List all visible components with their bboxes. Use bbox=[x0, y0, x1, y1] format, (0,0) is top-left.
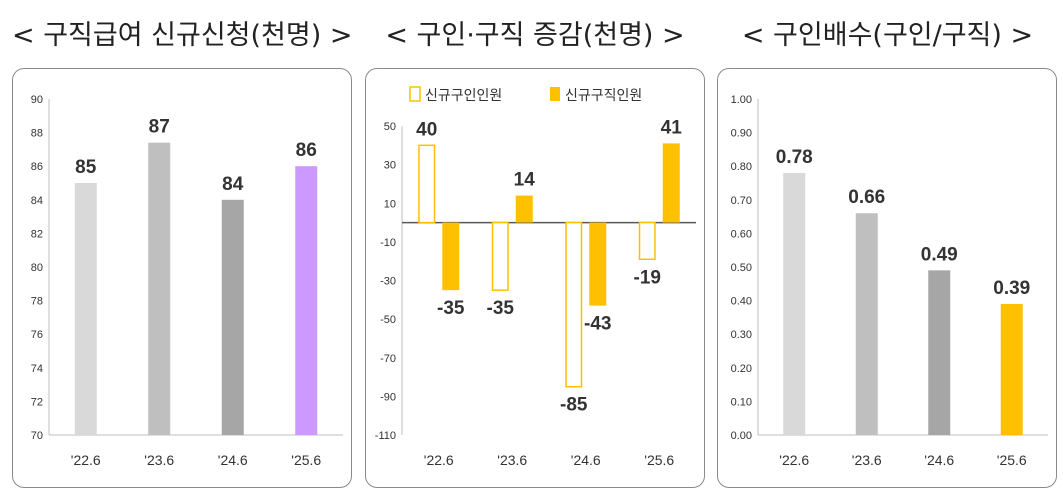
benefit-y-tick-label: 78 bbox=[31, 296, 43, 308]
benefit-data-label: 84 bbox=[222, 174, 244, 195]
chart-title-job-openings-ratio: < 구인배수(구인/구직) > bbox=[741, 20, 1034, 51]
ratio-y-tick-label: 0.80 bbox=[731, 161, 752, 173]
legend-filled-swatch bbox=[550, 87, 560, 101]
change-y-tick-label: -90 bbox=[380, 391, 396, 403]
change-y-tick-label: -10 bbox=[380, 237, 396, 249]
benefit-bar bbox=[74, 183, 97, 435]
ratio-y-tick-label: 0.50 bbox=[731, 262, 752, 274]
benefit-y-tick-label: 84 bbox=[31, 195, 43, 207]
change-data-label: -19 bbox=[634, 267, 661, 288]
benefit-y-tick-label: 70 bbox=[31, 430, 43, 442]
change-data-label: -35 bbox=[437, 298, 465, 319]
change-x-tick-label: '22.6 bbox=[424, 452, 454, 468]
benefit-x-tick-label: '23.6 bbox=[144, 452, 174, 468]
change-data-label: -43 bbox=[584, 314, 611, 335]
benefit-x-tick-label: '24.6 bbox=[218, 452, 248, 468]
legend-label: 신규구직인원 bbox=[565, 88, 642, 104]
change-data-label: -35 bbox=[487, 298, 515, 319]
ratio-y-tick-label: 0.20 bbox=[731, 363, 752, 375]
change-y-tick-label: -70 bbox=[380, 353, 396, 365]
job-seekers-bar bbox=[515, 195, 533, 223]
change-data-label: 14 bbox=[514, 170, 536, 191]
ratio-y-tick-label: 0.00 bbox=[731, 430, 752, 442]
job-change-bar-chart: 50 30 10 -10 -30 -50 -70 -90 -110 신규구인인원 신규구직인원 40 -… bbox=[375, 86, 696, 468]
benefit-y-tick-label: 72 bbox=[31, 396, 43, 408]
change-x-tick-label: '25.6 bbox=[644, 452, 674, 468]
job-seekers-bar bbox=[589, 222, 607, 306]
change-y-tick-label: -110 bbox=[375, 430, 396, 442]
change-y-tick-label: 30 bbox=[384, 160, 396, 172]
benefit-x-tick-label: '25.6 bbox=[291, 452, 321, 468]
openings-ratio-chart-panel: 0.00 0.10 0.20 0.30 0.40 0.50 0.60 0.70 0.80 0.90… bbox=[717, 68, 1057, 488]
ratio-bar bbox=[1000, 303, 1023, 435]
ratio-data-label: 0.78 bbox=[776, 147, 813, 168]
ratio-y-tick-label: 0.70 bbox=[731, 195, 752, 207]
change-y-tick-label: 10 bbox=[384, 198, 396, 210]
change-data-label: -85 bbox=[560, 395, 588, 416]
change-y-tick-label: -50 bbox=[380, 314, 396, 326]
ratio-y-tick-label: 1.00 bbox=[731, 94, 752, 106]
benefit-y-tick-label: 80 bbox=[31, 262, 43, 274]
benefit-data-label: 86 bbox=[296, 140, 317, 161]
openings-ratio-bar-chart: 0.00 0.10 0.20 0.30 0.40 0.50 0.60 0.70 0.80 0.90… bbox=[731, 94, 1048, 468]
ratio-y-tick-label: 0.10 bbox=[731, 396, 752, 408]
chart-title-job-seeking-benefit: < 구직급여 신규신청(천명) > bbox=[12, 20, 353, 51]
benefit-bar-chart: 70 72 74 76 78 80 82 84 86 88 90 85 '22.6 87 '23.6 84 '2… bbox=[31, 94, 343, 468]
ratio-y-tick-label: 0.40 bbox=[731, 296, 752, 308]
ratio-bar bbox=[928, 270, 951, 435]
ratio-y-tick-label: 0.30 bbox=[731, 329, 752, 341]
job-openings-bar bbox=[418, 144, 436, 224]
benefit-x-tick-label: '22.6 bbox=[71, 452, 101, 468]
job-change-chart-panel: 50 30 10 -10 -30 -50 -70 -90 -110 신규구인인원 신규구직인원 40 -… bbox=[365, 68, 705, 488]
benefit-y-tick-label: 88 bbox=[31, 128, 43, 140]
benefit-y-tick-label: 86 bbox=[31, 161, 43, 173]
benefit-data-label: 87 bbox=[149, 117, 170, 138]
job-seekers-bar bbox=[442, 222, 460, 291]
ratio-x-tick-label: '22.6 bbox=[779, 452, 809, 468]
ratio-x-tick-label: '25.6 bbox=[997, 452, 1027, 468]
change-x-tick-label: '23.6 bbox=[497, 452, 527, 468]
benefit-y-tick-label: 74 bbox=[31, 363, 43, 375]
job-openings-bar bbox=[491, 221, 509, 291]
ratio-y-tick-label: 0.90 bbox=[731, 128, 752, 140]
job-openings-bar bbox=[638, 221, 656, 261]
ratio-y-tick-label: 0.60 bbox=[731, 228, 752, 240]
benefit-y-tick-label: 82 bbox=[31, 228, 43, 240]
ratio-x-tick-label: '23.6 bbox=[852, 452, 882, 468]
chart-title-job-change: < 구인·구직 증감(천명) > bbox=[385, 20, 685, 51]
ratio-data-label: 0.66 bbox=[848, 187, 885, 208]
benefit-bar bbox=[295, 166, 318, 435]
ratio-x-tick-label: '24.6 bbox=[924, 452, 954, 468]
change-x-tick-label: '24.6 bbox=[571, 452, 601, 468]
ratio-bar bbox=[783, 172, 806, 436]
benefit-data-label: 85 bbox=[75, 157, 97, 178]
job-seekers-bar bbox=[662, 143, 680, 223]
job-openings-bar bbox=[565, 221, 583, 388]
benefit-y-tick-label: 76 bbox=[31, 329, 43, 341]
change-y-tick-label: -30 bbox=[380, 276, 396, 288]
change-y-tick-label: 50 bbox=[384, 121, 396, 133]
benefit-y-tick-label: 90 bbox=[31, 94, 43, 106]
change-data-label: 40 bbox=[416, 119, 437, 140]
benefit-chart-panel: 70 72 74 76 78 80 82 84 86 88 90 85 '22.6 87 '23.6 84 '2… bbox=[12, 68, 352, 488]
legend-outline-swatch bbox=[409, 86, 421, 102]
ratio-data-label: 0.49 bbox=[921, 244, 958, 265]
ratio-bar bbox=[855, 213, 878, 435]
benefit-bar bbox=[221, 199, 244, 435]
ratio-data-label: 0.39 bbox=[993, 278, 1030, 299]
change-data-label: 41 bbox=[661, 117, 683, 138]
benefit-bar bbox=[148, 142, 171, 435]
legend-label: 신규구인인원 bbox=[425, 88, 502, 104]
